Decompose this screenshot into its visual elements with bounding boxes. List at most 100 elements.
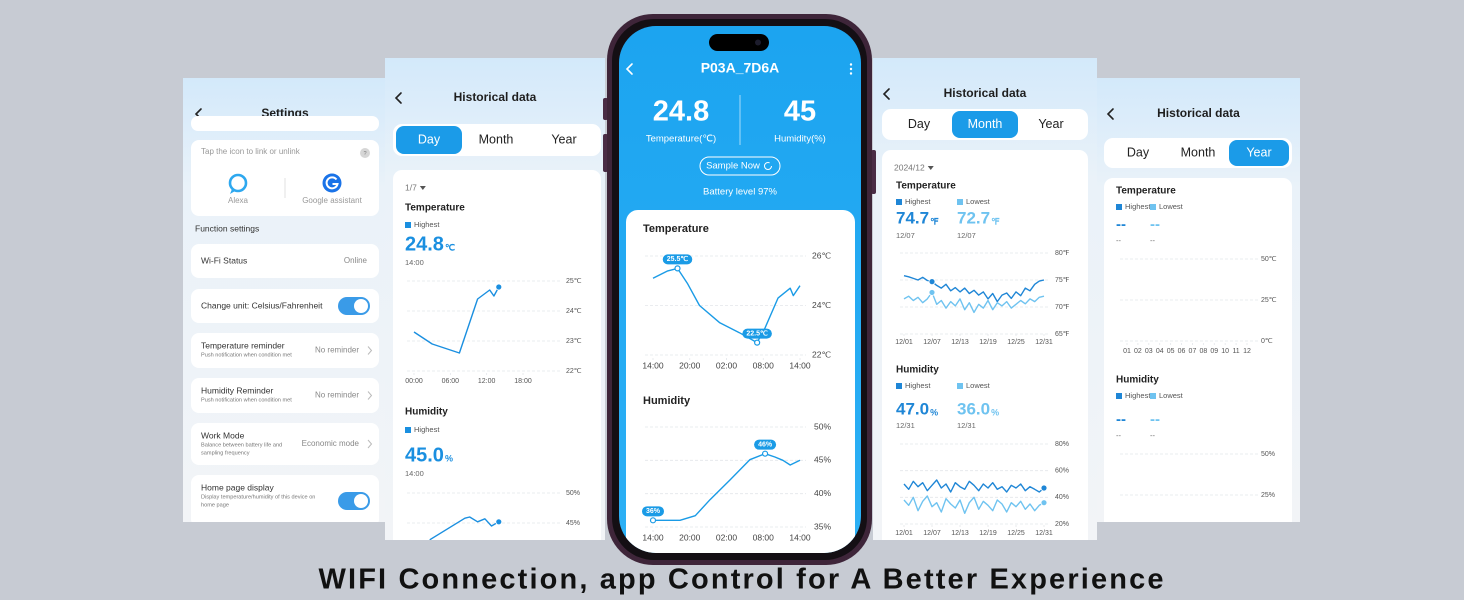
highlight-point (1040, 499, 1048, 507)
stat-value: 47.0 (896, 399, 929, 418)
dynamic-island (709, 34, 769, 51)
y-tick-label: 45% (814, 455, 831, 465)
x-tick-label: 12/07 (923, 530, 941, 537)
settings-item[interactable] (191, 244, 379, 278)
section-title: Humidity (896, 365, 939, 376)
card (393, 170, 601, 540)
tab[interactable]: Day (908, 117, 931, 131)
settings-item[interactable] (191, 378, 379, 413)
item-description: Push notification when condition met (201, 397, 292, 403)
settings-item[interactable] (191, 423, 379, 465)
y-tick-label: 45% (566, 520, 580, 527)
tab[interactable]: Year (551, 132, 576, 146)
settings-item[interactable] (191, 333, 379, 368)
stat-time: 12/31 (896, 421, 915, 430)
dropdown-icon (927, 166, 934, 170)
x-tick-label: 01 (1123, 348, 1131, 355)
x-tick-label: 18:00 (514, 378, 532, 385)
stat-unit: % (445, 453, 453, 463)
temperature-reading: 24.8 (653, 96, 709, 128)
panel-title: Historical data (944, 86, 1027, 100)
point-marker (754, 339, 761, 346)
value-label: 22.5℃ (746, 329, 768, 337)
x-tick-label: 11 (1232, 348, 1239, 355)
phone-screen: P03A_7D6A 24.8 Temperature(℃) 45 Humidity(%)… (619, 26, 861, 553)
sample-button-label[interactable]: Sample Now (706, 161, 760, 172)
x-tick-label: 14:00 (789, 360, 811, 370)
value-label: 25.5℃ (667, 255, 689, 263)
period-selector[interactable]: 2024/12 (894, 162, 925, 172)
tab[interactable]: Day (418, 132, 441, 146)
device-name: P03A_7D6A (701, 60, 780, 76)
sample-button[interactable] (699, 156, 781, 176)
chart-title: Humidity (643, 395, 691, 407)
stat-unit: % (991, 407, 999, 417)
tab[interactable]: Day (1127, 145, 1150, 159)
toggle-knob (354, 494, 368, 508)
item-value: No reminder (315, 346, 359, 355)
x-tick-label: 14:00 (789, 532, 811, 542)
refresh-icon (764, 162, 772, 170)
legend-label: Lowest (1159, 391, 1184, 400)
menu-dot[interactable] (849, 67, 853, 71)
humidity-label: Humidity(%) (774, 134, 826, 145)
y-tick-label: 75℉ (1055, 277, 1070, 284)
x-tick-label: 12/19 (979, 530, 997, 537)
legend-swatch (1116, 204, 1122, 210)
y-tick-label: 25℃ (566, 278, 582, 285)
legend-swatch (896, 383, 902, 389)
tab-active[interactable] (396, 126, 462, 154)
stat-time: 14:00 (405, 469, 424, 478)
x-tick-label: 12/19 (979, 339, 997, 346)
y-tick-label: 25% (1261, 492, 1275, 499)
value-label-bg (641, 506, 665, 517)
period-selector[interactable]: 1/7 (405, 182, 417, 192)
settings-item[interactable] (191, 289, 379, 323)
legend-swatch (1150, 204, 1156, 210)
item-description: home page (201, 502, 229, 508)
panel-title: Historical data (454, 90, 537, 104)
back-button[interactable] (882, 88, 890, 100)
value-label-bg (742, 328, 772, 339)
x-tick-label: 12:00 (478, 378, 496, 385)
x-tick-label: 12/01 (895, 530, 913, 537)
back-button[interactable] (1106, 108, 1114, 120)
x-tick-label: 12/13 (951, 339, 969, 346)
tab[interactable]: Year (1246, 145, 1271, 159)
tab[interactable]: Month (1181, 145, 1216, 159)
alexa-icon[interactable] (228, 173, 248, 193)
x-tick-label: 20:00 (679, 532, 701, 542)
tab[interactable]: Year (1038, 117, 1063, 131)
help-icon[interactable] (360, 148, 370, 158)
x-tick-label: 08:00 (753, 360, 775, 370)
tab-active[interactable] (1229, 140, 1289, 166)
section-title: Function settings (195, 223, 259, 233)
legend-swatch (1116, 393, 1122, 399)
settings-item[interactable] (191, 475, 379, 527)
y-tick-label: 24℃ (812, 300, 831, 310)
camera (755, 39, 761, 46)
value-label-bg (662, 254, 693, 265)
stat-value: 24.8 (405, 233, 444, 255)
chart-title: Temperature (643, 223, 709, 235)
stat-time: -- (1116, 236, 1121, 245)
item-label: Wi-Fi Status (201, 255, 247, 265)
menu-dot[interactable] (849, 72, 853, 75)
data-line (903, 291, 1045, 314)
legend-label: Lowest (1159, 202, 1184, 211)
data-line (903, 495, 1045, 514)
point-marker (674, 265, 681, 272)
x-tick-label: 12/25 (1007, 339, 1025, 346)
item-label: Home page display (201, 482, 275, 492)
tab[interactable]: Month (479, 132, 514, 146)
google-icon[interactable] (322, 173, 342, 193)
tab[interactable]: Month (968, 117, 1003, 131)
tab-active[interactable] (952, 111, 1018, 138)
menu-dot[interactable] (849, 63, 853, 66)
back-button[interactable] (625, 63, 633, 75)
back-button[interactable] (394, 92, 402, 104)
x-tick-label: 06 (1178, 348, 1186, 355)
y-tick-label: 65℉ (1055, 331, 1070, 338)
caption: WIFI Connection, app Control for A Bette… (319, 564, 1164, 596)
